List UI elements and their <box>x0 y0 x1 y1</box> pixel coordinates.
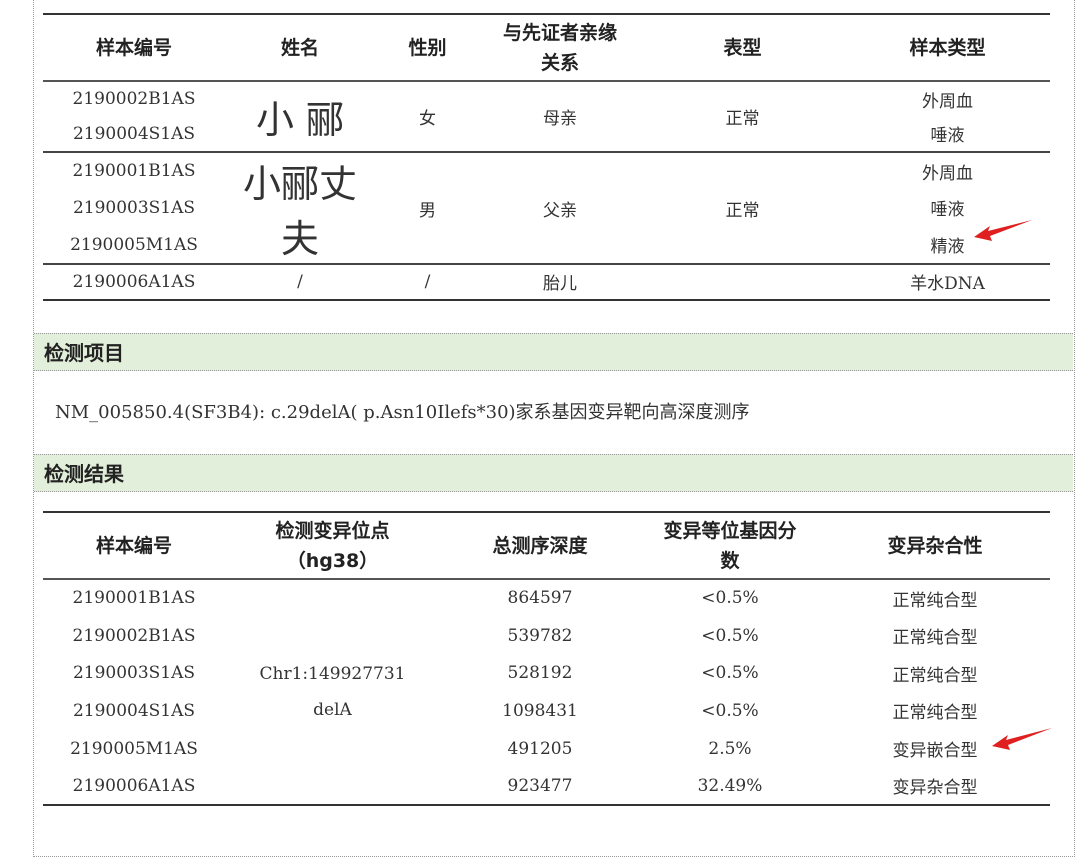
depth: 1098431 <box>502 700 578 721</box>
sample-id: 2190006A1AS <box>72 775 196 796</box>
sample-type: 唾液 <box>930 126 965 147</box>
depth: 528192 <box>507 663 573 684</box>
sample-id: 2190003S1AS <box>72 197 196 218</box>
sample-type: 外周血 <box>922 91 973 112</box>
fraction: <0.5% <box>701 625 759 646</box>
sample-type: 外周血 <box>922 163 973 184</box>
zygosity: 正常纯合型 <box>892 703 978 724</box>
section-project-header: 检测项目 <box>34 333 1073 371</box>
sample-id: 2190004S1AS <box>72 123 196 144</box>
relation: 胎儿 <box>543 274 577 295</box>
relation: 母亲 <box>543 109 577 129</box>
sample-id: 2190004S1AS <box>72 700 196 721</box>
sample-type: 羊水DNA <box>910 274 985 295</box>
locus-line: Chr1:149927731 <box>259 664 406 685</box>
red-arrow-icon <box>992 728 1052 750</box>
sample-id: 2190002B1AS <box>72 89 196 110</box>
report-frame <box>33 0 1075 857</box>
sample-type: 精液 <box>930 237 965 258</box>
header-zygosity: 变异杂合性 <box>887 534 983 557</box>
locus-line: delA <box>313 700 352 721</box>
table-row: 2190001B1AS Chr1:149927731 delA 864597 <0.5%… <box>43 579 1050 720</box>
sex: / <box>424 271 431 292</box>
sex: 女 <box>419 109 436 129</box>
sample-id: 2190005M1AS <box>70 738 198 759</box>
phenotype <box>640 264 845 300</box>
sex: 男 <box>419 200 436 221</box>
header-sex: 性别 <box>408 36 447 59</box>
locus: Chr1:149927731 delA <box>225 579 440 805</box>
zygosity: 变异嵌合型 <box>892 741 978 762</box>
table-header: 样本编号 检测变异位点（hg38） 总测序深度 变异等位基因分数 变异杂合性 <box>43 512 1050 579</box>
fraction: <0.5% <box>701 588 759 609</box>
sample-id: 2190003S1AS <box>72 663 196 684</box>
section-result-header: 检测结果 <box>34 454 1073 492</box>
phenotype: 正常 <box>725 200 760 221</box>
sample-id: 2190002B1AS <box>72 625 196 646</box>
table-row: 2190001B1AS 小郦丈夫 男 父亲 正常 外周血 <box>43 152 1050 261</box>
header-locus: 检测变异位点（hg38） <box>275 519 390 572</box>
table-row: 2190006A1AS / / 胎儿 羊水DNA <box>43 264 1050 300</box>
header-name: 姓名 <box>280 36 319 59</box>
header-phenotype: 表型 <box>723 36 762 59</box>
zygosity: 变异杂合型 <box>892 778 978 799</box>
depth: 864597 <box>507 588 573 609</box>
person-name: / <box>297 271 303 292</box>
fraction: 2.5% <box>708 738 752 759</box>
sample-type: 唾液 <box>930 200 965 221</box>
red-arrow-icon <box>974 220 1032 241</box>
table-row: 2190003S1AS 528192 <0.5% 正常纯合型 <box>43 654 1050 692</box>
result-table: 样本编号 检测变异位点（hg38） 总测序深度 变异等位基因分数 变异杂合性 2… <box>43 511 1050 807</box>
header-sample-id: 样本编号 <box>95 36 172 59</box>
table-row: 2190004S1AS 1098431 <0.5% 正常纯合型 <box>43 692 1050 730</box>
fraction: <0.5% <box>701 663 759 684</box>
header-depth: 总测序深度 <box>492 534 588 557</box>
header-fraction: 变异等位基因分数 <box>663 519 797 572</box>
table-header: 样本编号 姓名 性别 与先证者亲缘关系 表型 样本类型 <box>43 14 1050 81</box>
depth: 491205 <box>507 738 573 759</box>
person-name: 小 郦 <box>255 98 345 142</box>
depth: 539782 <box>507 625 573 646</box>
table-row: 2190006A1AS 923477 32.49% 变异杂合型 <box>43 767 1050 805</box>
table-row: 2190002B1AS 539782 <0.5% 正常纯合型 <box>43 617 1050 655</box>
fraction: 32.49% <box>697 775 763 796</box>
table-row: 2190002B1AS 小 郦 女 母亲 正常 外周血 <box>43 81 1050 142</box>
sample-id: 2190001B1AS <box>72 161 196 182</box>
phenotype: 正常 <box>725 109 760 129</box>
sample-id: 2190005M1AS <box>70 234 198 255</box>
header-sample-type: 样本类型 <box>909 36 986 59</box>
zygosity: 正常纯合型 <box>892 628 978 649</box>
table-row: 2190005M1AS 491205 2.5% 变异嵌合型 <box>43 730 1050 768</box>
sample-id: 2190006A1AS <box>72 271 196 292</box>
fraction: <0.5% <box>701 700 759 721</box>
project-description: NM_005850.4(SF3B4): c.29delA( p.Asn10Ile… <box>55 402 750 423</box>
sample-table: 样本编号 姓名 性别 与先证者亲缘关系 表型 样本类型 2190002B1AS … <box>43 13 1050 301</box>
sample-id: 2190001B1AS <box>72 588 196 609</box>
relation: 父亲 <box>543 200 577 221</box>
zygosity: 正常纯合型 <box>892 665 978 686</box>
person-name: 小郦丈夫 <box>242 162 357 261</box>
table-row: 2190003S1AS 唾液 <box>43 189 1050 226</box>
depth: 923477 <box>507 775 573 796</box>
zygosity: 正常纯合型 <box>892 590 978 611</box>
header-sample-id: 样本编号 <box>95 534 172 557</box>
header-relation: 与先证者亲缘关系 <box>502 21 617 74</box>
